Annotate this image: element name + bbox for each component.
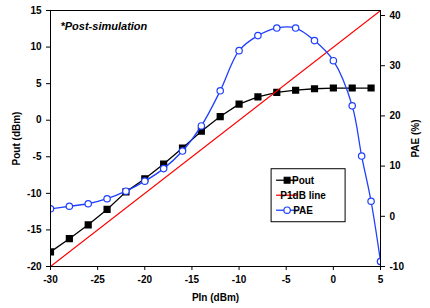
svg-text:-25: -25 bbox=[90, 274, 105, 285]
svg-text:-15: -15 bbox=[27, 224, 42, 235]
svg-text:Pout (dBm): Pout (dBm) bbox=[11, 112, 22, 166]
svg-text:20: 20 bbox=[390, 110, 402, 121]
svg-text:-10: -10 bbox=[27, 188, 42, 199]
svg-text:Pout: Pout bbox=[292, 175, 315, 186]
svg-text:-30: -30 bbox=[43, 274, 58, 285]
svg-text:0: 0 bbox=[331, 274, 337, 285]
svg-text:10: 10 bbox=[30, 41, 42, 52]
svg-text:-20: -20 bbox=[138, 274, 153, 285]
svg-text:*Post-simulation: *Post-simulation bbox=[61, 20, 148, 32]
svg-text:15: 15 bbox=[30, 5, 42, 16]
svg-text:-10: -10 bbox=[390, 261, 405, 272]
svg-text:-5: -5 bbox=[33, 151, 42, 162]
svg-text:PAE (%): PAE (%) bbox=[410, 119, 421, 157]
svg-text:0: 0 bbox=[36, 114, 42, 125]
svg-text:P1dB line: P1dB line bbox=[280, 190, 326, 201]
svg-text:5: 5 bbox=[378, 274, 384, 285]
svg-text:PIn (dBm): PIn (dBm) bbox=[192, 292, 239, 303]
svg-text:0: 0 bbox=[390, 211, 396, 222]
svg-text:-5: -5 bbox=[282, 274, 291, 285]
svg-text:-20: -20 bbox=[27, 261, 42, 272]
svg-text:-10: -10 bbox=[232, 274, 247, 285]
svg-text:-15: -15 bbox=[185, 274, 200, 285]
svg-text:10: 10 bbox=[390, 160, 402, 171]
svg-text:PAE: PAE bbox=[293, 205, 313, 216]
svg-text:30: 30 bbox=[390, 60, 402, 71]
svg-text:5: 5 bbox=[36, 78, 42, 89]
svg-text:40: 40 bbox=[390, 10, 402, 21]
